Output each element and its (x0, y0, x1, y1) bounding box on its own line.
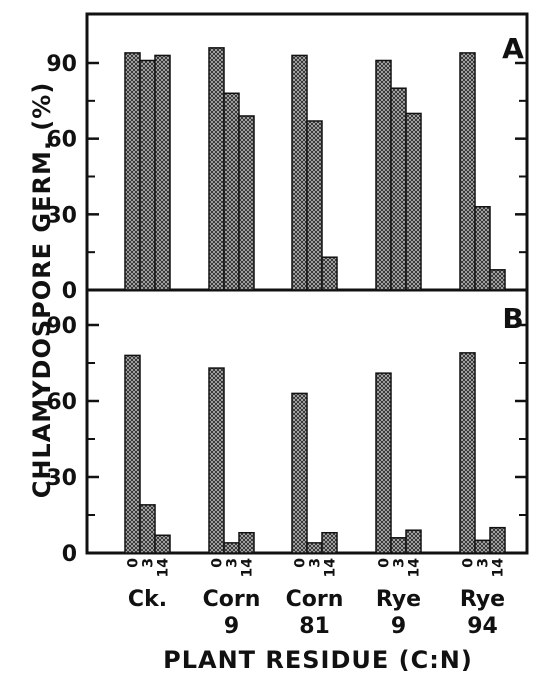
y-tick-label: 60 (46, 128, 77, 153)
day-label: 14 (407, 558, 423, 578)
category-label-line2: 81 (299, 614, 330, 639)
bar-A-4-3 (474, 206, 491, 291)
category-label: Rye (460, 587, 505, 612)
day-label: 3 (141, 558, 157, 568)
bar-B-4-3 (474, 539, 491, 554)
day-label: 3 (392, 558, 408, 568)
day-label: 0 (293, 558, 309, 568)
bar-B-0-3 (139, 504, 156, 554)
day-label: 3 (476, 558, 492, 568)
day-label: 0 (377, 558, 393, 568)
bar-B-2-14 (321, 531, 338, 554)
y-tick-label: 90 (46, 314, 77, 339)
bar-A-4-0 (459, 52, 476, 291)
bar-A-3-0 (375, 59, 392, 291)
day-label: 0 (461, 558, 477, 568)
bar-A-4-14 (489, 269, 506, 291)
day-label: 14 (156, 558, 172, 578)
bar-A-1-3 (223, 92, 240, 291)
day-label: 0 (126, 558, 142, 568)
day-label: 3 (308, 558, 324, 568)
day-label: 0 (210, 558, 226, 568)
y-tick-label: 0 (62, 542, 77, 567)
bar-B-1-3 (223, 542, 240, 554)
category-label-line2: 94 (467, 614, 498, 639)
bar-B-3-3 (390, 537, 407, 554)
panel-label-A: A (502, 32, 524, 65)
bar-A-3-3 (390, 87, 407, 291)
y-tick-label: 60 (46, 390, 77, 415)
category-label: Corn (203, 587, 261, 612)
bar-B-2-3 (306, 542, 323, 554)
bar-A-2-0 (291, 54, 308, 291)
panel-label-B: B (502, 302, 523, 335)
bar-B-3-14 (405, 529, 422, 554)
bar-A-1-14 (238, 115, 255, 291)
category-label: Ck. (128, 587, 167, 612)
day-label: 3 (225, 558, 241, 568)
bar-B-4-0 (459, 352, 476, 554)
y-tick-label: 0 (62, 279, 77, 304)
day-label: 14 (323, 558, 339, 578)
bar-B-1-14 (238, 531, 255, 554)
bar-B-3-0 (375, 372, 392, 554)
bar-A-2-3 (306, 120, 323, 291)
category-label: Rye (376, 587, 421, 612)
day-label: 14 (240, 558, 256, 578)
y-tick-label: 90 (46, 52, 77, 77)
bar-B-4-14 (489, 526, 506, 554)
bar-A-0-3 (139, 59, 156, 291)
category-label: Corn (286, 587, 344, 612)
bar-A-1-0 (208, 47, 225, 291)
bar-A-0-0 (124, 52, 141, 291)
bar-B-1-0 (208, 367, 225, 554)
bar-B-2-0 (291, 392, 308, 554)
y-axis-title: CHLAMYDOSPORE GERM. (%) (28, 82, 56, 499)
y-tick-label: 30 (46, 203, 77, 228)
category-label-line2: 9 (391, 614, 406, 639)
bar-B-0-14 (154, 534, 171, 554)
x-axis-title: PLANT RESIDUE (C:N) (163, 646, 473, 674)
category-label-line2: 9 (224, 614, 239, 639)
bar-B-0-0 (124, 354, 141, 554)
y-tick-label: 30 (46, 466, 77, 491)
bar-A-3-14 (405, 112, 422, 291)
bar-A-0-14 (154, 54, 171, 291)
day-label: 14 (491, 558, 507, 578)
bar-A-2-14 (321, 256, 338, 291)
